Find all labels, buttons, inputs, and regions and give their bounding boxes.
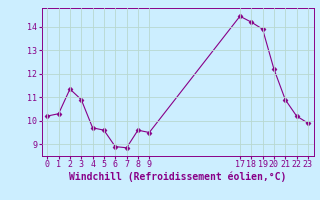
X-axis label: Windchill (Refroidissement éolien,°C): Windchill (Refroidissement éolien,°C) <box>69 172 286 182</box>
